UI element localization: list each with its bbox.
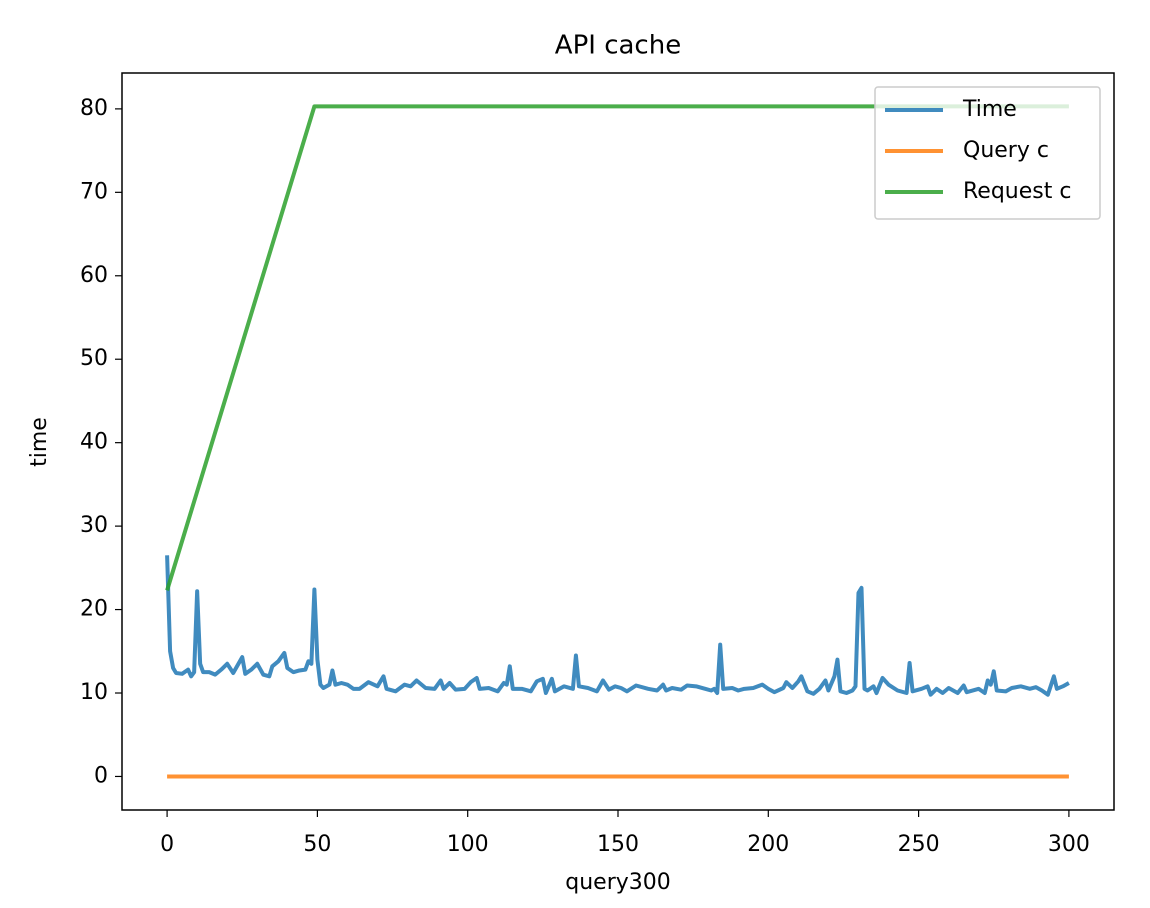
legend-label: Request c (963, 179, 1071, 204)
y-tick-label: 10 (80, 680, 108, 705)
y-tick-label: 40 (80, 430, 108, 455)
legend-label: Query c (963, 138, 1049, 163)
x-tick-label: 200 (747, 832, 789, 857)
axes-frame (121, 72, 1115, 811)
y-tick-label: 70 (80, 179, 108, 204)
line-series (165, 104, 1069, 591)
x-tick-label: 250 (898, 832, 940, 857)
legend: Time Query c Request c (874, 86, 1101, 220)
y-tick-label: 80 (80, 96, 108, 121)
y-tick-label: 30 (80, 513, 108, 538)
x-axis-label: query300 (565, 870, 671, 895)
legend-label: Time (962, 97, 1017, 122)
x-tick-label: 100 (447, 832, 489, 857)
y-tick-label: 50 (80, 346, 108, 371)
y-axis-label: time (27, 417, 52, 467)
y-tick-label: 20 (80, 597, 108, 622)
x-tick-label: 150 (597, 832, 639, 857)
x-tick-label: 300 (1048, 832, 1090, 857)
line-series (165, 555, 1070, 697)
y-tick-label: 0 (94, 763, 108, 788)
x-tick-label: 0 (160, 832, 174, 857)
legend-frame (874, 86, 1101, 220)
y-tick-label: 60 (80, 263, 108, 288)
chart-title: API cache (555, 31, 681, 61)
x-tick-label: 50 (303, 832, 331, 857)
